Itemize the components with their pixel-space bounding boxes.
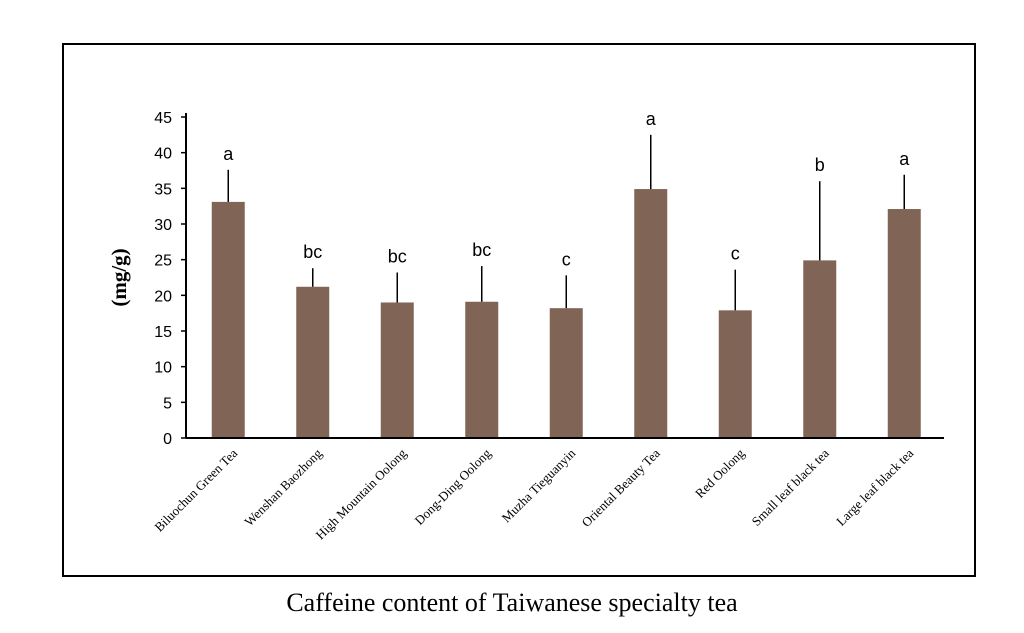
- bar: [718, 310, 752, 438]
- significance-label: bc: [472, 240, 491, 260]
- y-tick-label: 10: [154, 360, 172, 377]
- category-label: Oriental Beauty Tea: [579, 445, 663, 529]
- y-tick-label: 35: [154, 181, 172, 198]
- bar: [803, 260, 837, 438]
- y-tick-label: 5: [163, 395, 172, 412]
- significance-label: b: [815, 155, 825, 175]
- significance-labels: a bc bc bc c a c b a: [223, 109, 910, 270]
- significance-label: a: [899, 149, 910, 169]
- chart-title: Caffeine content of Taiwanese specialty …: [286, 588, 738, 617]
- y-tick-label: 30: [154, 217, 172, 234]
- significance-label: c: [731, 244, 740, 264]
- error-bars: [227, 134, 905, 311]
- y-tick-label: 15: [154, 324, 172, 341]
- chart-frame: 0 5 10 15 20 25 30 35 40 45 a bc bc bc c a c b a Biluochu…: [62, 43, 976, 577]
- significance-label: bc: [303, 242, 322, 262]
- bar: [887, 209, 921, 438]
- category-label: Red Oolong: [692, 445, 748, 501]
- category-labels: Biluochun Green Tea Wenshan BaozhongHigh …: [151, 445, 916, 542]
- y-axis: 0 5 10 15 20 25 30 35 40 45: [154, 110, 187, 448]
- significance-label: bc: [388, 247, 407, 267]
- category-label: Muzha Tieguanyin: [499, 445, 579, 525]
- y-tick-label: 40: [154, 146, 172, 163]
- y-tick-label: 45: [154, 110, 172, 127]
- y-tick-label: 0: [163, 431, 172, 448]
- category-label: Wenshan Baozhong: [241, 445, 325, 529]
- y-tick-label: 20: [154, 288, 172, 305]
- significance-label: c: [562, 249, 571, 269]
- bar: [465, 301, 499, 438]
- y-tick-label: 25: [154, 253, 172, 270]
- bar: [296, 286, 330, 438]
- bar: [211, 201, 245, 438]
- category-label: High Mountain Oolong: [312, 445, 409, 542]
- bars: [211, 189, 921, 438]
- category-label: Large leaf black tea: [833, 445, 916, 528]
- bar-chart: 0 5 10 15 20 25 30 35 40 45 a bc bc bc c a c b a Biluochu…: [107, 109, 944, 542]
- significance-label: a: [223, 144, 234, 164]
- bar: [549, 308, 583, 438]
- significance-label: a: [646, 109, 657, 129]
- y-axis-title: (mg/g): [107, 248, 131, 306]
- category-label: Small leaf black tea: [749, 445, 833, 529]
- bar: [380, 302, 414, 438]
- category-label: Dong-Ding Oolong: [412, 445, 495, 528]
- category-label: Biluochun Green Tea: [151, 445, 240, 534]
- bar: [634, 189, 668, 438]
